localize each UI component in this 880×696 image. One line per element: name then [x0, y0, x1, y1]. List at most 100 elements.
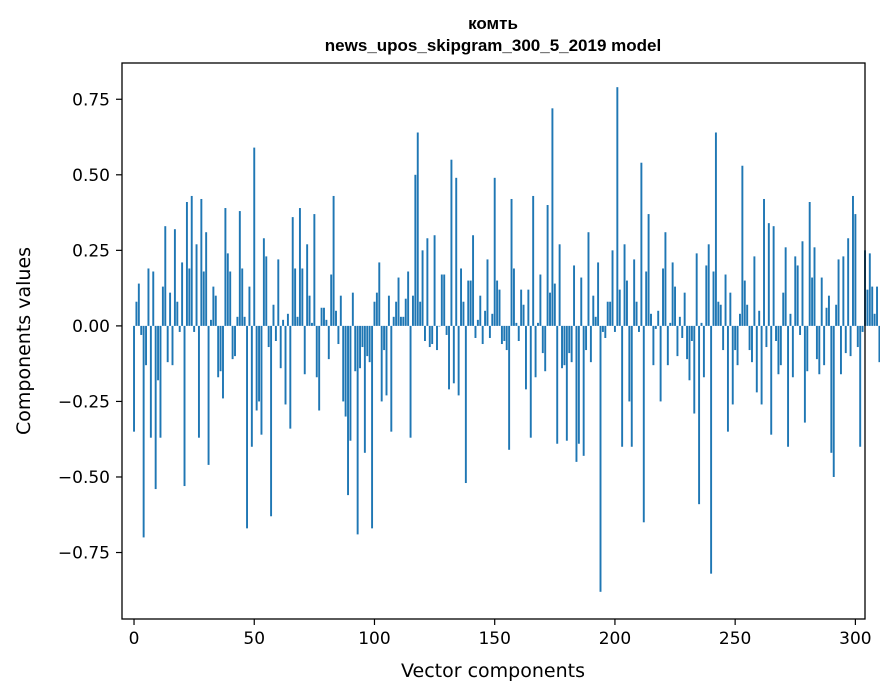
bar: [842, 256, 845, 326]
bar: [481, 325, 484, 345]
bar: [169, 292, 172, 326]
bar: [383, 325, 386, 351]
bar: [815, 325, 818, 360]
bar: [856, 325, 859, 348]
bar: [274, 325, 277, 341]
bar: [472, 235, 475, 326]
bar: [524, 325, 527, 390]
bar: [690, 325, 693, 341]
bar: [736, 325, 739, 366]
bar: [419, 301, 422, 326]
bar: [722, 325, 725, 351]
bar: [650, 313, 652, 326]
bars-group: [133, 87, 880, 592]
bar: [157, 325, 160, 381]
bar: [669, 322, 672, 326]
bar: [724, 274, 727, 326]
bar: [411, 295, 414, 326]
bar: [844, 325, 847, 354]
bar: [611, 250, 614, 326]
bar: [806, 325, 809, 372]
bar: [140, 325, 143, 335]
bar: [664, 232, 667, 326]
bar: [366, 325, 369, 357]
y-tick-label: −0.50: [58, 468, 110, 488]
bar: [450, 159, 453, 326]
bar: [133, 325, 135, 432]
bar: [758, 310, 761, 326]
bar: [767, 223, 770, 326]
bar: [197, 325, 200, 438]
bar: [282, 319, 285, 326]
bar: [878, 325, 880, 363]
bar: [606, 301, 609, 326]
bar: [734, 325, 737, 351]
bar: [652, 325, 655, 366]
bar: [279, 325, 282, 369]
bar: [159, 325, 162, 438]
bar: [808, 202, 811, 326]
bar: [741, 165, 744, 326]
bar: [161, 286, 164, 326]
bar: [409, 325, 412, 438]
bar: [407, 271, 410, 326]
bar: [234, 325, 236, 357]
bar: [241, 268, 244, 326]
bar: [380, 325, 383, 402]
bar: [695, 253, 698, 326]
x-tick-label: 100: [358, 629, 390, 649]
bar: [866, 289, 869, 326]
x-tick-label: 0: [129, 629, 140, 649]
bar: [421, 250, 424, 326]
y-tick-label: −0.25: [58, 392, 110, 412]
bar: [712, 271, 715, 326]
bar: [710, 325, 713, 574]
bar: [784, 247, 787, 326]
bar: [755, 325, 758, 393]
bar: [433, 235, 436, 326]
bar: [765, 325, 768, 348]
bar: [628, 325, 631, 402]
bar: [623, 244, 626, 326]
bar: [428, 325, 431, 348]
y-tick-label: 0.75: [72, 90, 110, 110]
bar: [368, 325, 371, 363]
bar: [474, 325, 477, 338]
bar: [597, 262, 600, 326]
bar: [818, 325, 821, 375]
bar: [787, 325, 790, 447]
bar: [618, 289, 621, 326]
bar: [585, 325, 588, 351]
bar: [219, 325, 222, 372]
bar: [832, 325, 835, 477]
bar: [462, 301, 465, 326]
bar: [587, 232, 590, 326]
bar: [496, 280, 499, 326]
bar: [558, 244, 561, 326]
bar: [527, 289, 530, 326]
bar: [231, 325, 234, 360]
bar: [763, 198, 765, 326]
bar: [837, 259, 840, 326]
bar: [760, 325, 763, 405]
bar: [484, 310, 487, 326]
bar: [657, 310, 660, 326]
bar: [397, 277, 400, 326]
x-tick-label: 200: [599, 629, 631, 649]
bar: [594, 316, 597, 326]
bar: [152, 271, 155, 326]
bar: [503, 325, 506, 341]
bar: [253, 147, 256, 326]
bar: [676, 325, 679, 357]
bar: [455, 177, 458, 326]
bar: [260, 325, 263, 435]
bar: [517, 325, 520, 341]
bar: [301, 268, 304, 326]
bar: [775, 325, 777, 341]
bar: [486, 259, 489, 326]
bar: [320, 307, 323, 326]
bar: [212, 286, 215, 326]
bar: [332, 195, 335, 326]
bar: [296, 316, 299, 326]
bar: [743, 280, 746, 326]
